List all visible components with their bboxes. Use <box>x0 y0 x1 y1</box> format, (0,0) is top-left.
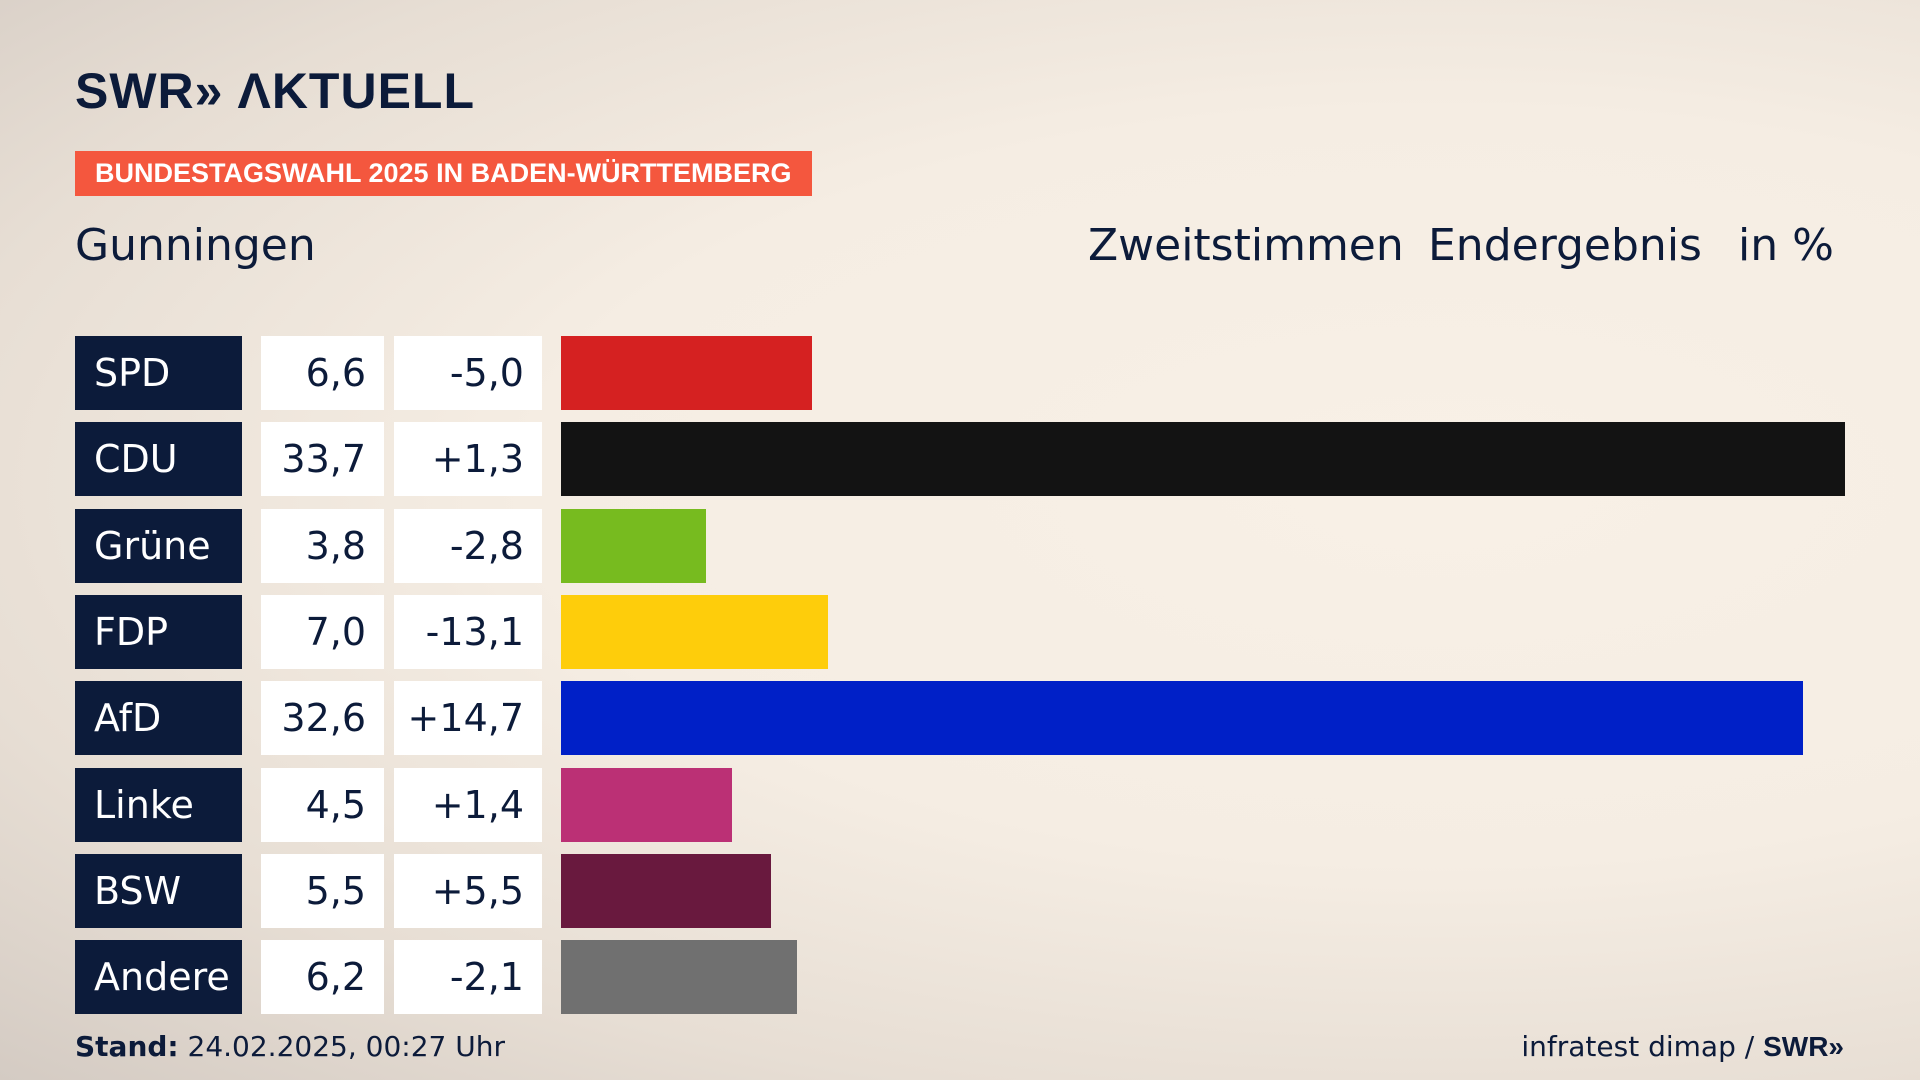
stand-label: Stand: <box>75 1030 179 1063</box>
change-value: -2,1 <box>394 940 542 1015</box>
logo-swr-text: SWR <box>75 63 195 119</box>
party-label: Grüne <box>75 508 242 583</box>
source-text: infratest dimap / <box>1521 1030 1764 1063</box>
result-bar <box>561 336 813 410</box>
source-credit: infratest dimap / SWR» <box>1521 1030 1844 1063</box>
party-label: CDU <box>75 422 242 497</box>
share-value: 4,5 <box>261 767 384 842</box>
party-label: AfD <box>75 681 242 756</box>
share-value: 33,7 <box>261 422 384 497</box>
party-label: BSW <box>75 853 242 928</box>
share-value: 32,6 <box>261 681 384 756</box>
party-label: SPD <box>75 336 242 410</box>
change-value: +14,7 <box>394 681 542 756</box>
result-type-label: Endergebnis <box>1428 220 1702 271</box>
change-value: -2,8 <box>394 508 542 583</box>
timestamp: Stand: 24.02.2025, 00:27 Uhr <box>75 1030 505 1063</box>
share-value: 6,2 <box>261 940 384 1015</box>
result-bar <box>561 508 706 583</box>
result-bar <box>561 940 798 1015</box>
unit-label: in % <box>1738 220 1834 271</box>
stand-value: 24.02.2025, 00:27 Uhr <box>178 1030 505 1063</box>
result-bar <box>561 594 828 669</box>
change-value: +1,4 <box>394 767 542 842</box>
swr-brand-mark: SWR» <box>1763 1031 1844 1062</box>
result-bar <box>561 767 733 842</box>
share-value: 5,5 <box>261 853 384 928</box>
logo-chevrons-icon: » <box>194 63 224 119</box>
change-value: +5,5 <box>394 853 542 928</box>
swr-aktuell-logo: SWR» ΛKTUELL <box>75 62 475 120</box>
party-label: Linke <box>75 767 242 842</box>
result-bar <box>561 853 771 928</box>
share-value: 6,6 <box>261 336 384 410</box>
party-label: FDP <box>75 594 242 669</box>
result-bar <box>561 422 1845 497</box>
municipality-title: Gunningen <box>75 220 316 271</box>
election-banner: BUNDESTAGSWAHL 2025 IN BADEN-WÜRTTEMBERG <box>75 151 812 196</box>
change-value: -5,0 <box>394 336 542 410</box>
change-value: -13,1 <box>394 594 542 669</box>
share-value: 7,0 <box>261 594 384 669</box>
party-label: Andere <box>75 940 242 1015</box>
vote-type-label: Zweitstimmen <box>1088 220 1404 271</box>
logo-aktuell-text: ΛKTUELL <box>237 63 476 119</box>
change-value: +1,3 <box>394 422 542 497</box>
result-bar <box>561 681 1804 756</box>
share-value: 3,8 <box>261 508 384 583</box>
